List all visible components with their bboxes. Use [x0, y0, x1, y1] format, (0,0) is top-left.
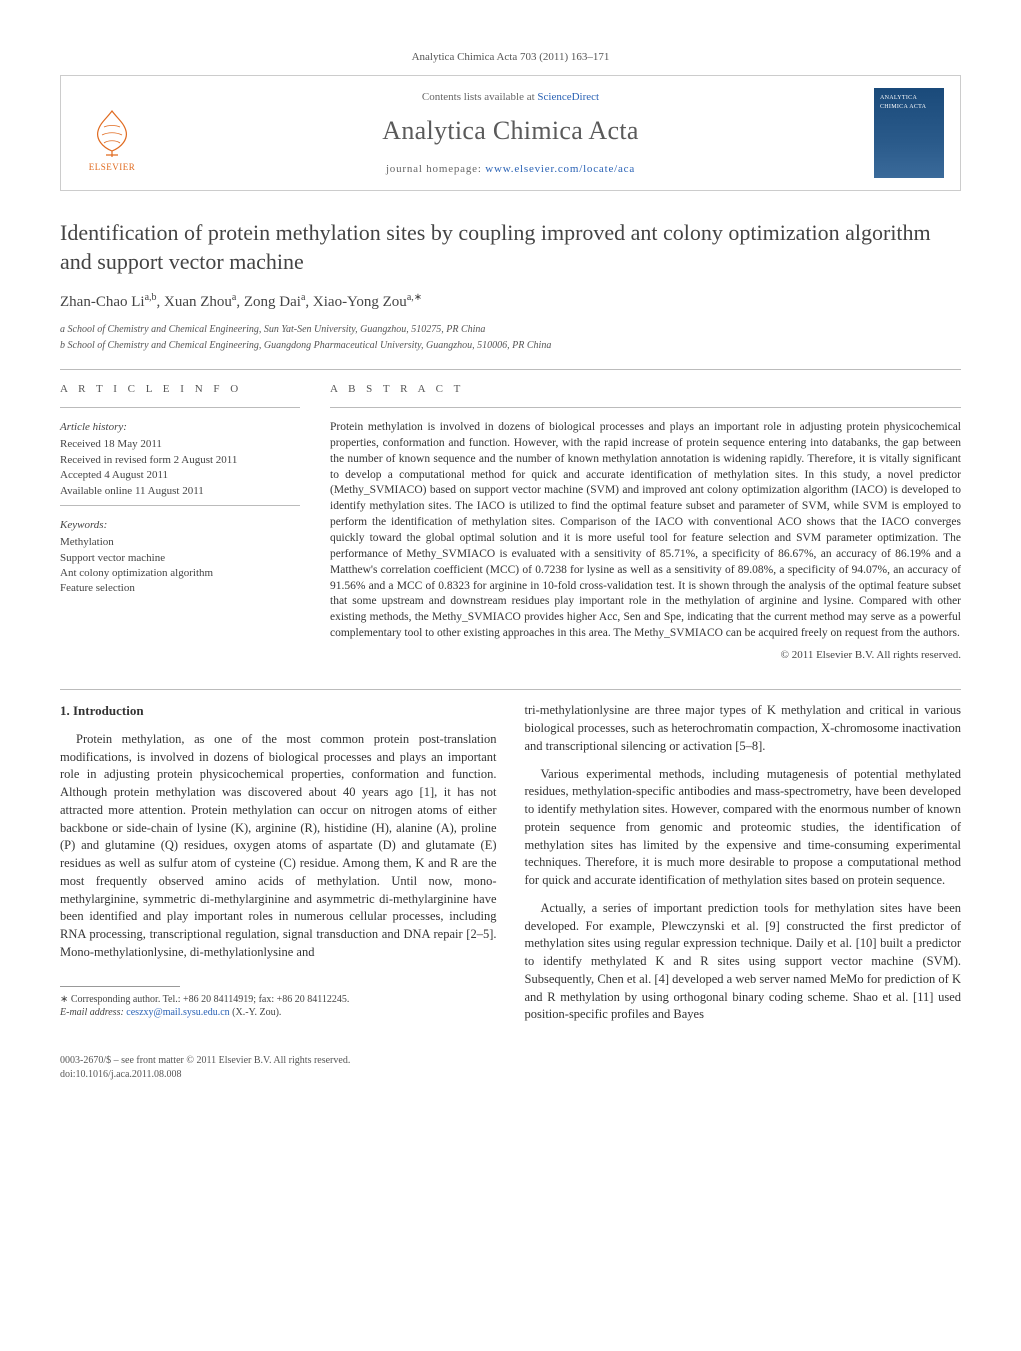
article-title: Identification of protein methylation si… — [60, 219, 961, 276]
body-column-right: tri-methylationlysine are three major ty… — [525, 702, 962, 1034]
info-divider-1 — [60, 407, 300, 408]
journal-header: ELSEVIER Contents lists available at Sci… — [60, 75, 961, 191]
abstract-heading: a b s t r a c t — [330, 382, 961, 397]
cover-title-text: ANALYTICA CHIMICA ACTA — [880, 94, 938, 111]
body-para-1: Protein methylation, as one of the most … — [60, 731, 497, 962]
author-1: Zhan-Chao Li — [60, 294, 145, 310]
publisher-logo: ELSEVIER — [77, 93, 147, 173]
info-divider-2 — [60, 505, 300, 506]
keyword-1: Methylation — [60, 535, 300, 550]
doi-line: doi:10.1016/j.aca.2011.08.008 — [60, 1068, 961, 1082]
section-1-heading: 1. Introduction — [60, 702, 497, 720]
author-1-affil: a,b — [145, 292, 157, 303]
author-3: , Zong Dai — [236, 294, 301, 310]
homepage-link[interactable]: www.elsevier.com/locate/aca — [485, 163, 635, 175]
homepage-prefix: journal homepage: — [386, 163, 485, 175]
email-link[interactable]: ceszxy@mail.sysu.edu.cn — [126, 1007, 229, 1018]
email-label: E-mail address: — [60, 1007, 126, 1018]
abstract-copyright: © 2011 Elsevier B.V. All rights reserved… — [330, 648, 961, 663]
publisher-logo-text: ELSEVIER — [89, 161, 136, 174]
history-accepted: Accepted 4 August 2011 — [60, 468, 300, 483]
author-4-affil: a,∗ — [407, 292, 422, 303]
history-label: Article history: — [60, 420, 300, 435]
keyword-2: Support vector machine — [60, 551, 300, 566]
body-para-2: tri-methylationlysine are three major ty… — [525, 702, 962, 755]
keyword-4: Feature selection — [60, 581, 300, 596]
issn-line: 0003-2670/$ – see front matter © 2011 El… — [60, 1054, 961, 1068]
body-para-3: Various experimental methods, including … — [525, 766, 962, 890]
abstract-text: Protein methylation is involved in dozen… — [330, 420, 961, 642]
article-info-heading: a r t i c l e i n f o — [60, 382, 300, 397]
author-4: , Xiao-Yong Zou — [305, 294, 406, 310]
header-citation: Analytica Chimica Acta 703 (2011) 163–17… — [60, 50, 961, 75]
body-columns: 1. Introduction Protein methylation, as … — [60, 702, 961, 1034]
sciencedirect-link[interactable]: ScienceDirect — [537, 91, 599, 103]
contents-available-line: Contents lists available at ScienceDirec… — [147, 90, 874, 105]
journal-name: Analytica Chimica Acta — [147, 113, 874, 149]
affiliation-b: b School of Chemistry and Chemical Engin… — [60, 339, 961, 353]
journal-cover-thumbnail: ANALYTICA CHIMICA ACTA — [874, 88, 944, 178]
body-para-4: Actually, a series of important predicti… — [525, 900, 962, 1024]
affiliations: a School of Chemistry and Chemical Engin… — [60, 323, 961, 353]
authors-line: Zhan-Chao Lia,b, Xuan Zhoua, Zong Daia, … — [60, 291, 961, 313]
corresponding-author-footnote: ∗ Corresponding author. Tel.: +86 20 841… — [60, 993, 497, 1019]
corr-author-line: ∗ Corresponding author. Tel.: +86 20 841… — [60, 993, 497, 1006]
keywords-label: Keywords: — [60, 518, 300, 533]
contents-prefix: Contents lists available at — [422, 91, 537, 103]
history-received: Received 18 May 2011 — [60, 437, 300, 452]
journal-homepage-line: journal homepage: www.elsevier.com/locat… — [147, 162, 874, 177]
footer-meta: 0003-2670/$ – see front matter © 2011 El… — [60, 1054, 961, 1082]
article-info-column: a r t i c l e i n f o Article history: R… — [60, 382, 300, 664]
body-divider — [60, 689, 961, 690]
history-online: Available online 11 August 2011 — [60, 484, 300, 499]
keyword-3: Ant colony optimization algorithm — [60, 566, 300, 581]
author-2: , Xuan Zhou — [157, 294, 232, 310]
email-suffix: (X.-Y. Zou). — [230, 1007, 282, 1018]
footnote-separator — [60, 986, 180, 987]
body-column-left: 1. Introduction Protein methylation, as … — [60, 702, 497, 1034]
divider — [60, 369, 961, 370]
abstract-column: a b s t r a c t Protein methylation is i… — [330, 382, 961, 664]
affiliation-a: a School of Chemistry and Chemical Engin… — [60, 323, 961, 337]
abstract-divider — [330, 407, 961, 408]
elsevier-tree-icon — [88, 107, 136, 159]
history-revised: Received in revised form 2 August 2011 — [60, 453, 300, 468]
